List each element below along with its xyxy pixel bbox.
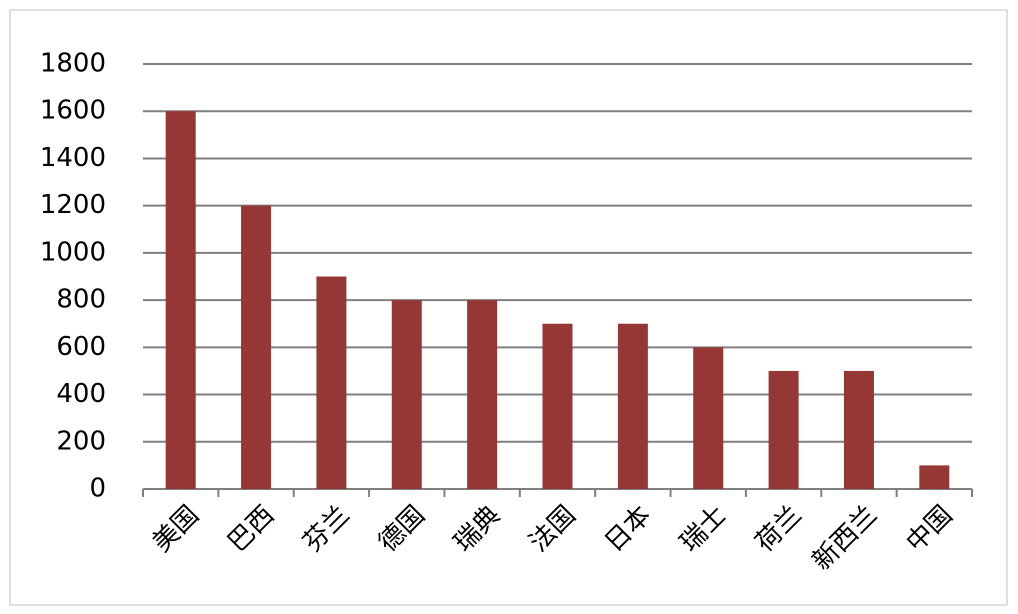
bar — [241, 205, 272, 489]
y-tick-label: 1000 — [40, 237, 106, 267]
bar — [843, 370, 874, 489]
y-tick-label: 1600 — [40, 96, 106, 126]
bar — [316, 276, 347, 489]
y-tick-label: 600 — [56, 332, 106, 362]
bar — [693, 347, 724, 489]
bar — [391, 300, 422, 489]
bar — [542, 323, 573, 489]
y-tick-label: 1400 — [40, 143, 106, 173]
bar — [467, 300, 498, 489]
bar — [165, 111, 196, 489]
bar — [768, 370, 799, 489]
y-tick-label: 800 — [56, 285, 106, 315]
bar — [617, 323, 648, 489]
y-tick-label: 0 — [89, 474, 106, 504]
bar — [919, 465, 950, 489]
y-tick-label: 400 — [56, 379, 106, 409]
y-tick-label: 200 — [56, 426, 106, 456]
y-tick-label: 1200 — [40, 190, 106, 220]
y-tick-label: 1800 — [40, 49, 106, 79]
